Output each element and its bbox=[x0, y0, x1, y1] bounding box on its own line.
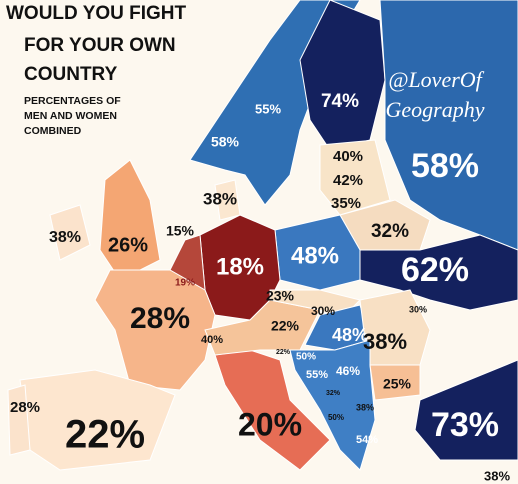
region-label: 30% bbox=[311, 304, 335, 318]
baltics bbox=[319, 139, 391, 216]
uk bbox=[99, 159, 161, 281]
region-label: 23% bbox=[266, 288, 295, 304]
region-label: 20% bbox=[238, 406, 302, 442]
region-label: 50% bbox=[296, 352, 316, 363]
region-label: 25% bbox=[383, 376, 412, 392]
region-label: 50% bbox=[328, 413, 344, 422]
ireland bbox=[49, 204, 91, 261]
region-label: 19% bbox=[175, 278, 195, 289]
region-label: 54% bbox=[356, 434, 378, 446]
ukraine bbox=[359, 234, 518, 311]
subtitle-line: COMBINED bbox=[24, 125, 82, 137]
region-label: 62% bbox=[401, 251, 469, 289]
region-label: 35% bbox=[331, 195, 361, 212]
labels: 55% 58% 74% 58% 40% 42% 35% 32% 38% 26% … bbox=[10, 91, 510, 483]
subtitle-line: PERCENTAGES OF bbox=[24, 95, 121, 107]
region-label: 38% bbox=[363, 329, 407, 354]
italy bbox=[214, 349, 331, 471]
region-label: 74% bbox=[321, 91, 359, 112]
region-label: 40% bbox=[201, 334, 223, 346]
france bbox=[94, 269, 216, 391]
region-label: 22% bbox=[276, 349, 291, 356]
region-label: 15% bbox=[166, 223, 195, 239]
region-label: 58% bbox=[211, 134, 240, 150]
region-label: 26% bbox=[108, 234, 148, 256]
region-label: 38% bbox=[356, 402, 374, 412]
region-label: 32% bbox=[326, 390, 341, 397]
region-label: 18% bbox=[216, 253, 264, 280]
region-label: 58% bbox=[411, 147, 479, 185]
region-label: 38% bbox=[203, 189, 237, 208]
region-label: 48% bbox=[291, 242, 339, 269]
credit: @LoverOf bbox=[388, 67, 484, 92]
credit: Geography bbox=[386, 97, 485, 122]
region-label: 38% bbox=[484, 468, 510, 483]
title-line: COUNTRY bbox=[24, 64, 118, 85]
portugal bbox=[7, 384, 31, 456]
region-label: 38% bbox=[49, 229, 81, 246]
region-label: 48% bbox=[332, 325, 368, 345]
balkans bbox=[289, 339, 376, 471]
title-block: WOULD YOU FIGHT FOR YOUR OWN COUNTRY PER… bbox=[6, 3, 485, 137]
region-label: 46% bbox=[336, 364, 360, 378]
region-label: 28% bbox=[10, 399, 40, 416]
denmark bbox=[214, 179, 241, 221]
region-label: 22% bbox=[271, 318, 300, 334]
finland bbox=[299, 0, 386, 151]
region-label: 40% bbox=[333, 148, 363, 165]
subtitle-line: MEN AND WOMEN bbox=[24, 110, 117, 122]
region-label: 22% bbox=[65, 413, 145, 457]
bulgaria bbox=[369, 364, 421, 401]
region-label: 32% bbox=[371, 221, 409, 242]
russia bbox=[379, 0, 518, 251]
countries bbox=[7, 0, 518, 471]
title-line: WOULD YOU FIGHT bbox=[6, 3, 187, 24]
title-line: FOR YOUR OWN bbox=[24, 35, 176, 56]
region-label: 28% bbox=[130, 302, 190, 335]
region-label: 30% bbox=[409, 304, 427, 314]
turkey bbox=[414, 359, 518, 461]
spain bbox=[19, 369, 176, 471]
region-label: 55% bbox=[255, 101, 281, 116]
alps bbox=[204, 299, 321, 356]
region-label: 42% bbox=[333, 172, 363, 189]
region-label: 73% bbox=[431, 406, 499, 444]
region-label: 55% bbox=[306, 369, 328, 381]
